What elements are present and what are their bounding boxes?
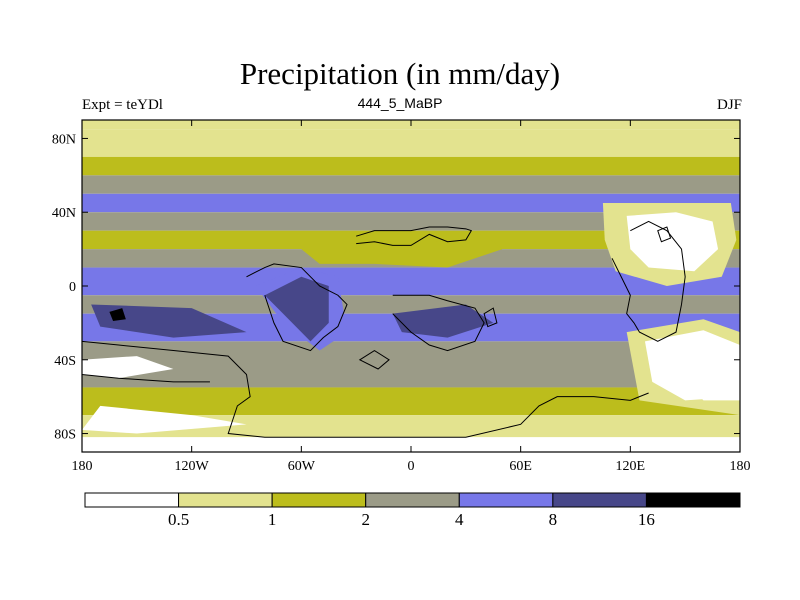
colorbar-label-0: 0.5 [168, 510, 189, 529]
coastline-0 [356, 226, 473, 246]
colorbar-box-2-4 [365, 492, 460, 508]
time-label: 444_5_MaBP [357, 95, 443, 111]
lon-tick-label-1: 120W [175, 459, 210, 474]
precip-field [82, 120, 740, 452]
season-label: DJF [716, 97, 742, 113]
lat-tick-label-1: 40N [52, 206, 76, 221]
coastline-1 [246, 263, 348, 352]
colorbar-label-4: 8 [549, 510, 558, 529]
precip-band-9 [82, 295, 740, 314]
coastline-2 [392, 294, 485, 352]
lon-tick-label-0: 180 [72, 459, 93, 474]
lon-tick-label-4: 60E [509, 459, 532, 474]
precip-band-13 [82, 415, 740, 438]
coastline-5 [82, 374, 210, 383]
precip-patch-14 [82, 405, 247, 434]
colorbar-box-lt05 [84, 492, 180, 508]
lon-tick-label-3: 0 [408, 459, 415, 474]
precip-patch-6 [301, 234, 503, 268]
precip-patch-2 [626, 212, 719, 272]
precip-patch-9 [91, 304, 247, 338]
lat-tick-label-4: 80S [54, 428, 76, 443]
lon-tick-label-6: 180 [730, 459, 751, 474]
lon-tick-label-2: 60W [288, 459, 316, 474]
colorbar-box-gt16 [645, 492, 741, 508]
experiment-label: Expt = teYDl [82, 97, 163, 113]
precip-band-4 [82, 193, 740, 213]
lat-tick-label-0: 80N [52, 132, 76, 147]
precip-band-12 [82, 387, 740, 416]
lat-tick-label-2: 0 [69, 280, 76, 295]
island-outline-2 [657, 226, 672, 243]
precip-band-1 [82, 129, 740, 157]
colorbar-box-1-2 [271, 492, 367, 508]
precip-patch-12 [82, 356, 174, 379]
precip-patch-11 [109, 308, 126, 322]
colorbar-label-5: 16 [638, 510, 655, 529]
island-outline-1 [483, 307, 498, 328]
precip-band-6 [82, 230, 740, 250]
plot-title: Precipitation (in mm/day) [239, 56, 561, 91]
lat-tick-label-3: 40S [54, 354, 76, 369]
precip-band-3 [82, 175, 740, 194]
precip-patch-10 [392, 304, 494, 338]
coastline-4 [82, 340, 649, 438]
island-outline-0 [358, 349, 390, 370]
axes: 80N 40N 0 40S 80S 180 120W 60W 0 60E 120E 180 [52, 120, 751, 474]
precip-patch-8 [264, 276, 329, 342]
colorbar-box-4-8 [458, 492, 554, 508]
lon-tick-label-5: 120E [616, 459, 646, 474]
precip-band-5 [82, 212, 740, 231]
coastlines [82, 220, 686, 438]
colorbar-label-3: 4 [455, 510, 464, 529]
precip-band-2 [82, 156, 740, 176]
precip-patch-13 [685, 378, 740, 401]
colorbar-label-2: 2 [361, 510, 370, 529]
colorbar: 0.5 1 2 4 8 16 [84, 492, 741, 529]
colorbar-box-0.5-1 [178, 492, 273, 508]
colorbar-label-1: 1 [268, 510, 277, 529]
colorbar-box-8-16 [552, 492, 647, 508]
precip-band-14 [82, 437, 740, 452]
